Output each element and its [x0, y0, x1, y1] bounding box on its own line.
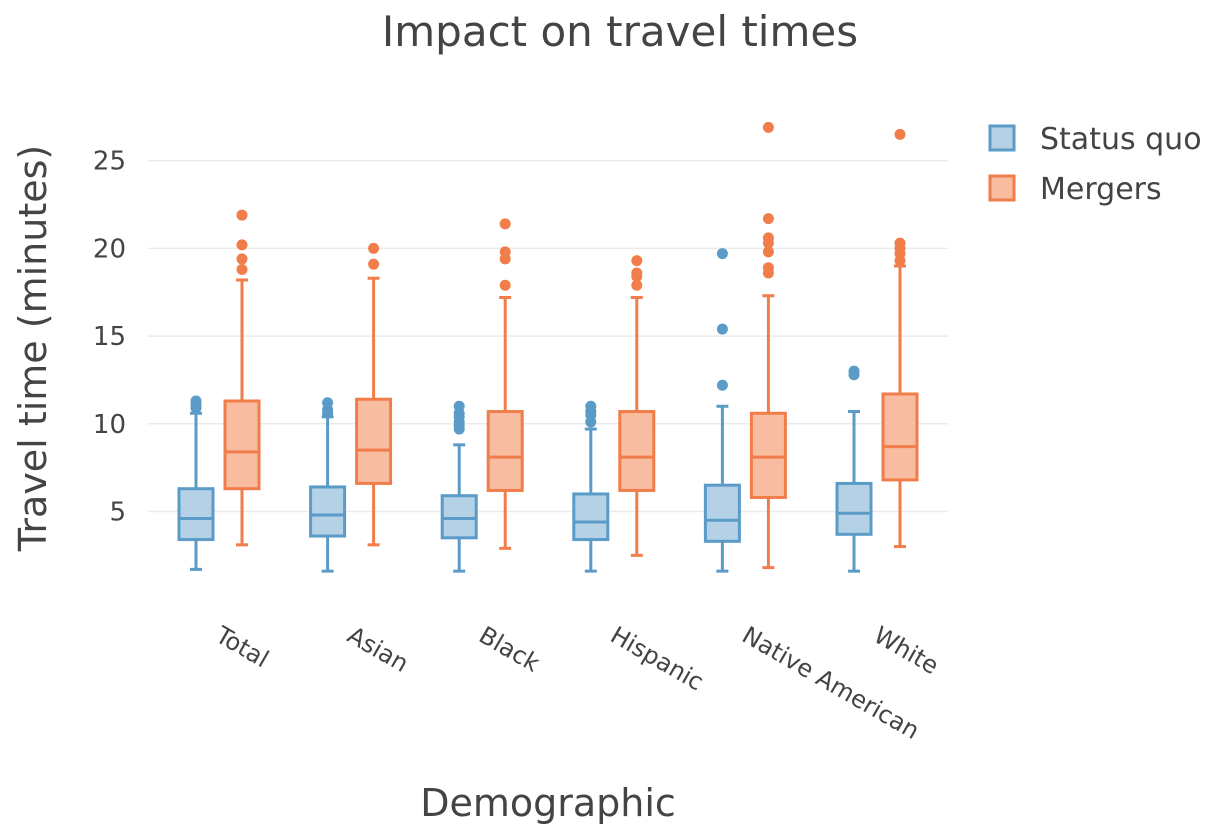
box-black — [486, 218, 524, 550]
outlier-point — [894, 237, 906, 249]
outlier-point — [716, 379, 728, 391]
y-tick-label: 20 — [93, 234, 126, 264]
chart-title: Impact on travel times — [382, 7, 858, 56]
box-iqr — [440, 494, 478, 540]
legend-label: Mergers — [1040, 172, 1162, 207]
box-iqr — [486, 410, 524, 492]
outlier-point — [848, 365, 860, 377]
box-total — [177, 395, 215, 571]
y-tick-label: 15 — [93, 322, 126, 352]
box-total — [223, 209, 261, 547]
outlier-point — [762, 213, 774, 225]
series-mergers — [223, 121, 919, 570]
outlier-point — [236, 253, 248, 265]
outlier-point — [762, 232, 774, 244]
outlier-point — [499, 246, 511, 258]
y-tick-label: 25 — [93, 147, 126, 177]
legend-item: Status quo — [988, 122, 1202, 157]
x-tick-label: Asian — [343, 621, 414, 678]
series-status-quo — [177, 248, 873, 573]
outlier-point — [762, 121, 774, 133]
outlier-point — [894, 128, 906, 140]
box-hispanic — [572, 400, 610, 573]
outlier-point — [631, 267, 643, 279]
x-tick-label: Total — [210, 620, 273, 673]
boxes — [177, 121, 919, 573]
outlier-point — [236, 239, 248, 251]
x-tick-label: Hispanic — [606, 621, 709, 696]
box-white — [835, 365, 873, 573]
outlier-point — [236, 263, 248, 275]
box-iqr — [572, 492, 610, 542]
x-axis-title: Demographic — [420, 781, 676, 825]
box-iqr — [223, 399, 261, 491]
outlier-point — [499, 218, 511, 230]
legend-swatch — [988, 124, 1016, 152]
y-axis-ticks: 5 10 15 20 25 — [93, 147, 126, 528]
outlier-point — [762, 246, 774, 258]
box-iqr — [618, 410, 656, 492]
x-tick-label: White — [869, 621, 943, 680]
legend-item: Mergers — [988, 172, 1162, 207]
y-axis-title: Travel time (minutes) — [11, 145, 55, 552]
box-iqr — [835, 481, 873, 536]
box-iqr — [309, 485, 347, 538]
box-hispanic — [618, 255, 656, 557]
outlier-point — [631, 279, 643, 291]
x-axis-ticks: Total Asian Black Hispanic Native AmericanWh… — [210, 620, 943, 745]
box-iqr — [749, 411, 787, 499]
box-iqr — [177, 487, 215, 542]
outlier-point — [716, 323, 728, 335]
outlier-point — [499, 279, 511, 291]
outlier-point — [368, 242, 380, 254]
box-asian — [309, 397, 347, 573]
box-iqr — [355, 397, 393, 485]
outlier-point — [585, 400, 597, 412]
box-white — [881, 128, 919, 549]
outlier-point — [631, 255, 643, 267]
box-native-american — [703, 248, 741, 573]
x-tick-label: Black — [474, 621, 544, 678]
y-tick-label: 10 — [93, 410, 126, 440]
legend-swatch — [988, 174, 1016, 202]
outlier-point — [190, 395, 202, 407]
box-black — [440, 400, 478, 573]
outlier-point — [236, 209, 248, 221]
y-tick-label: 5 — [109, 498, 126, 528]
outlier-point — [716, 248, 728, 260]
box-asian — [355, 242, 393, 547]
outlier-point — [368, 258, 380, 270]
box-iqr — [703, 483, 741, 543]
outlier-point — [453, 400, 465, 412]
outlier-point — [322, 397, 334, 409]
legend-label: Status quo — [1040, 122, 1202, 157]
box-native-american — [749, 121, 787, 570]
gridlines — [148, 159, 948, 513]
legend: Status quo Mergers — [988, 122, 1202, 207]
outlier-point — [762, 262, 774, 274]
box-iqr — [881, 392, 919, 482]
